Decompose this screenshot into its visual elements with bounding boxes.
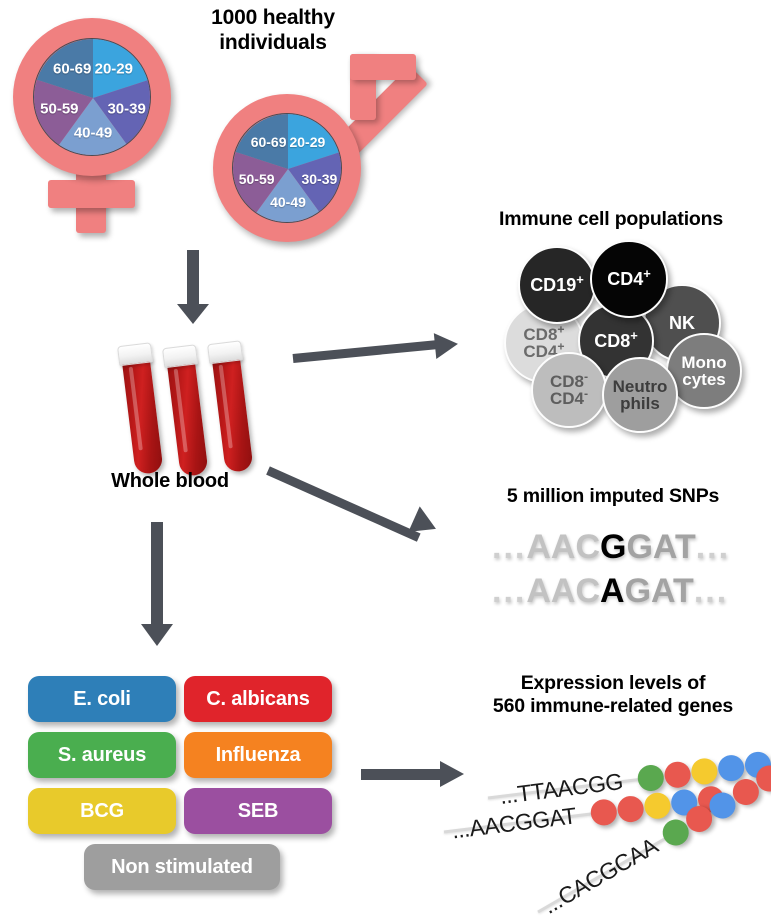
snp-after: GAT <box>624 572 694 610</box>
stimulus-label: C. albicans <box>206 687 310 710</box>
immune-cell-cd4p: CD4+ <box>590 240 668 318</box>
expression-bead <box>589 797 619 827</box>
age-slice-label: 40-49 <box>73 124 113 142</box>
arrow-shaft <box>266 466 421 542</box>
snp-sequence-row: ...AACAGAT... <box>492 572 728 611</box>
tube-body <box>211 352 254 474</box>
snp-suffix-dots: ... <box>695 528 731 566</box>
cell-label: CD19+ <box>530 272 584 295</box>
male-arrow-head-horizontal <box>350 54 416 80</box>
stimulus-label: BCG <box>80 799 124 822</box>
tube-cap <box>162 344 199 369</box>
immune-cell-cd8n-cd4n: CD8- CD4- <box>531 352 607 428</box>
stimulus-non-stimulated[interactable]: Non stimulated <box>84 844 280 890</box>
arrow-shaft <box>292 339 443 363</box>
cell-label: Mono cytes <box>681 353 727 389</box>
age-slice-50-59 <box>233 152 288 214</box>
age-slice-40-49 <box>255 169 321 222</box>
snps-title: 5 million imputed SNPs <box>506 485 720 507</box>
expression-title: Expression levels of 560 immune-related … <box>492 672 734 717</box>
tube-body <box>166 356 209 478</box>
age-slice-label: 30-39 <box>301 171 338 188</box>
cell-label: CD4+ <box>607 266 651 289</box>
tube-cap <box>207 340 244 365</box>
age-slice-50-59 <box>34 79 93 146</box>
stimulus-label: E. coli <box>73 687 131 710</box>
strand-sequence: ...CACGCAA <box>538 832 662 919</box>
male-gender-symbol: 20-29 30-39 40-49 50-59 60-69 <box>208 48 428 244</box>
arrow-head <box>440 761 464 787</box>
snp-prefix-dots: ... <box>492 572 527 610</box>
whole-blood-label: Whole blood <box>111 470 229 492</box>
arrow-shaft <box>361 769 443 780</box>
arrow-head <box>433 330 460 360</box>
age-slice-30-39 <box>93 79 150 146</box>
age-slice-label: 50-59 <box>238 171 275 188</box>
snp-variant-allele: A <box>600 572 625 610</box>
cell-label: CD8+ <box>594 328 638 351</box>
expression-bead <box>616 794 646 824</box>
age-slice-20-29 <box>93 39 150 98</box>
arrow-head <box>141 624 173 646</box>
cell-label: CD8- CD4- <box>549 369 589 408</box>
expression-bead <box>663 760 693 790</box>
tube-body <box>121 354 164 476</box>
snp-variant-allele: G <box>600 528 627 566</box>
age-slice-label: 40-49 <box>270 194 306 210</box>
immune-cell-cd19p: CD19+ <box>518 246 596 324</box>
stimulus-seb[interactable]: SEB <box>184 788 332 834</box>
arrow-shaft <box>151 522 163 626</box>
stimulus-label: S. aureus <box>57 743 147 766</box>
snp-sequence-row: ...AACGGAT... <box>492 528 730 567</box>
expression-bead <box>689 756 719 786</box>
cell-label: NK <box>669 313 695 333</box>
immune-cell-cluster: CD8+ CD4+ NK CD19+ CD8+ CD4+ Mono cytes CD… <box>460 240 760 433</box>
age-slice-label: 20-29 <box>94 60 133 78</box>
age-pie-svg <box>34 39 150 155</box>
snp-before: AAC <box>526 572 601 610</box>
immune-cell-neutrophils: Neutro phils <box>602 357 678 433</box>
stimulus-influenza[interactable]: Influenza <box>184 732 332 778</box>
snp-before: AAC <box>526 528 601 566</box>
stimulus-e-coli[interactable]: E. coli <box>28 676 176 722</box>
female-gender-symbol: 20-29 30-39 40-49 50-59 60-69 <box>10 18 190 248</box>
age-slice-60-69 <box>235 114 288 169</box>
age-slice-label: 60-69 <box>250 134 287 151</box>
stimulus-label: Non stimulated <box>111 855 253 878</box>
snp-suffix-dots: ... <box>693 572 729 610</box>
female-age-pie: 20-29 30-39 40-49 50-59 60-69 <box>33 38 151 156</box>
stimulus-bcg[interactable]: BCG <box>28 788 176 834</box>
stimulus-c-albicans[interactable]: C. albicans <box>184 676 332 722</box>
age-slice-20-29 <box>288 114 341 169</box>
arrow-shaft <box>187 250 199 306</box>
strand-sequence: ...AACGGAT <box>450 802 578 844</box>
cohort-title: 1000 healthy individuals <box>211 6 335 54</box>
age-slice-label: 60-69 <box>53 60 92 78</box>
whole-blood-tubes <box>117 340 254 484</box>
age-slice-label: 50-59 <box>40 100 79 118</box>
stimulus-s-aureus[interactable]: S. aureus <box>28 732 176 778</box>
age-slice-label: 20-29 <box>289 134 326 151</box>
cell-label: Neutro phils <box>612 377 668 413</box>
stimulus-label: SEB <box>237 799 279 822</box>
arrow-head <box>177 304 209 324</box>
stimuli-panel: E. coli C. albicans S. aureus Influenza … <box>28 676 334 896</box>
tube-cap <box>117 342 154 367</box>
male-age-pie: 20-29 30-39 40-49 50-59 60-69 <box>232 113 342 223</box>
expression-strands: ...TTAACGG ...AACGGAT ...CACGCAA <box>440 745 771 920</box>
age-pie-svg <box>233 114 341 222</box>
expression-bead <box>642 791 672 821</box>
snp-after: GAT <box>626 528 696 566</box>
immune-title: Immune cell populations <box>498 208 723 230</box>
stimulus-label: Influenza <box>215 743 301 766</box>
cell-label: CD8+ CD4+ <box>523 322 565 361</box>
snp-prefix-dots: ... <box>492 528 527 566</box>
age-slice-40-49 <box>58 98 128 155</box>
age-slice-60-69 <box>36 39 93 98</box>
age-slice-label: 30-39 <box>107 100 146 118</box>
female-stem-horizontal <box>48 180 135 208</box>
age-slice-30-39 <box>288 152 341 214</box>
expression-bead <box>636 763 666 793</box>
